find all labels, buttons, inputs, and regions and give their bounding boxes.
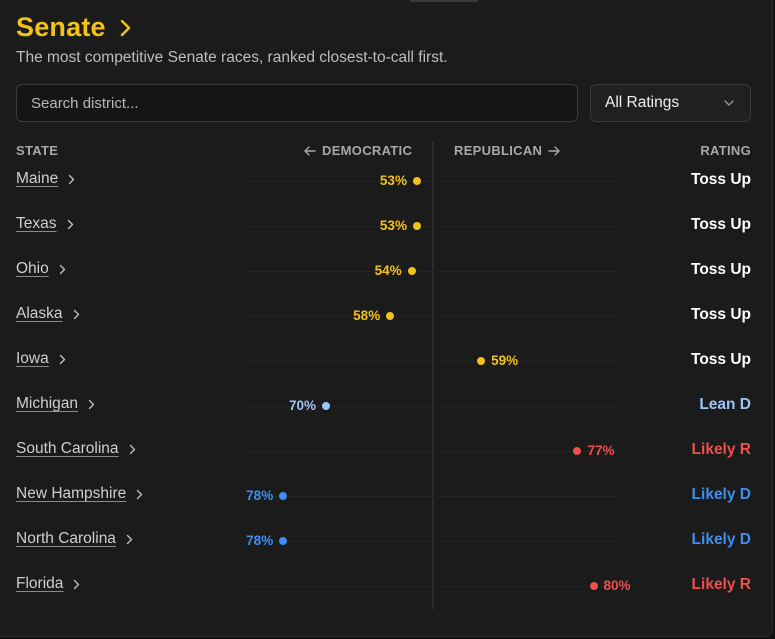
- rating-label: Likely D: [691, 531, 751, 548]
- state-name: Alaska: [16, 305, 63, 322]
- column-header-republican: REPUBLICAN: [454, 143, 560, 158]
- margin-dot: [277, 490, 290, 502]
- margin-dot: [410, 220, 423, 232]
- rating-label: Likely R: [691, 441, 751, 458]
- margin-dot: [320, 400, 332, 412]
- state-name: North Carolina: [16, 530, 116, 547]
- margin-dot: [277, 535, 290, 547]
- rating-label: Likely D: [691, 486, 751, 503]
- race-row[interactable]: Michigan 70% Lean D: [0, 385, 772, 430]
- state-name: Iowa: [16, 350, 49, 367]
- race-row[interactable]: Alaska 58% Toss Up: [0, 295, 772, 340]
- state-link[interactable]: Michigan: [16, 395, 95, 413]
- drag-handle[interactable]: [410, 0, 478, 2]
- race-row[interactable]: Ohio 54% Toss Up: [0, 250, 772, 295]
- state-link[interactable]: Ohio: [16, 260, 66, 278]
- rating-label: Toss Up: [691, 306, 751, 323]
- margin-dot: [571, 445, 584, 457]
- state-link[interactable]: North Carolina: [16, 530, 133, 548]
- column-header-rating: RATING: [700, 143, 751, 158]
- chevron-right-icon: [59, 264, 65, 274]
- center-divider: [432, 142, 434, 609]
- state-name: Ohio: [16, 260, 49, 277]
- margin-dot: [405, 265, 418, 277]
- race-track: [245, 496, 620, 497]
- race-track: [245, 226, 620, 227]
- rating-label: Toss Up: [691, 216, 751, 233]
- race-track: [245, 541, 620, 542]
- margin-percent: 53%: [379, 173, 407, 188]
- state-name: South Carolina: [16, 440, 119, 457]
- margin-percent: 53%: [379, 218, 407, 233]
- margin-percent: 59%: [491, 353, 519, 368]
- rating-label: Toss Up: [691, 261, 751, 278]
- page-subtitle: The most competitive Senate races, ranke…: [16, 49, 448, 66]
- margin-percent: 54%: [374, 263, 402, 278]
- race-row[interactable]: North Carolina 78% Likely D: [0, 520, 772, 565]
- race-row[interactable]: South Carolina 77% Likely R: [0, 430, 772, 475]
- state-link[interactable]: New Hampshire: [16, 485, 143, 503]
- state-link[interactable]: Iowa: [16, 350, 66, 368]
- column-header-democratic: DEMOCRATIC: [304, 143, 412, 158]
- page-title: Senate: [16, 12, 106, 42]
- chevron-right-icon: [129, 444, 135, 454]
- race-row[interactable]: Maine 53% Toss Up: [0, 160, 772, 205]
- rating-label: Toss Up: [691, 171, 751, 188]
- chevron-right-icon: [59, 354, 65, 364]
- margin-percent: 70%: [288, 398, 316, 413]
- margin-percent: 58%: [353, 308, 381, 323]
- search-input[interactable]: [16, 84, 578, 122]
- state-name: Maine: [16, 170, 59, 187]
- state-name: Florida: [16, 575, 64, 592]
- chevron-right-icon: [88, 399, 95, 409]
- chevron-down-icon: [724, 100, 734, 106]
- race-track: [245, 406, 620, 407]
- rating-label: Lean D: [699, 396, 751, 413]
- race-row[interactable]: Texas 53% Toss Up: [0, 205, 772, 250]
- state-link[interactable]: Florida: [16, 575, 80, 593]
- state-name: New Hampshire: [16, 485, 127, 502]
- rating-label: Toss Up: [691, 351, 751, 368]
- margin-percent: 77%: [587, 443, 615, 458]
- rating-label: Likely R: [691, 576, 751, 593]
- chevron-right-icon: [73, 309, 79, 319]
- chevron-right-icon: [126, 534, 133, 544]
- chevron-right-icon: [137, 489, 143, 499]
- race-track: [245, 361, 620, 362]
- chevron-right-icon: [69, 174, 75, 184]
- rating-filter-select[interactable]: All Ratings: [590, 84, 751, 122]
- race-track: [245, 316, 620, 317]
- state-link[interactable]: Alaska: [16, 305, 80, 323]
- race-row[interactable]: Iowa 59% Toss Up: [0, 340, 772, 385]
- state-link[interactable]: South Carolina: [16, 440, 136, 458]
- republican-label: REPUBLICAN: [454, 143, 543, 158]
- margin-dot: [410, 175, 423, 187]
- margin-dot: [587, 580, 600, 592]
- race-track: [245, 451, 620, 452]
- title-link[interactable]: Senate: [16, 12, 132, 43]
- margin-dot: [475, 355, 488, 367]
- chevron-right-icon: [120, 19, 130, 36]
- arrow-left-icon: [304, 145, 316, 156]
- state-name: Texas: [16, 215, 57, 232]
- margin-percent: 78%: [246, 488, 274, 503]
- race-track: [245, 271, 620, 272]
- arrow-right-icon: [548, 145, 560, 156]
- chevron-right-icon: [67, 219, 73, 229]
- race-row[interactable]: Florida 80% Likely R: [0, 565, 772, 610]
- rating-filter-value: All Ratings: [605, 94, 680, 111]
- state-name: Michigan: [16, 395, 79, 412]
- race-row[interactable]: New Hampshire 78% Likely D: [0, 475, 772, 520]
- margin-percent: 80%: [603, 578, 631, 593]
- column-header-state: STATE: [16, 143, 59, 158]
- democratic-label: DEMOCRATIC: [322, 143, 413, 158]
- chevron-right-icon: [74, 579, 80, 589]
- state-link[interactable]: Maine: [16, 170, 75, 188]
- race-track: [245, 586, 620, 587]
- margin-percent: 78%: [246, 533, 274, 548]
- race-track: [245, 181, 620, 182]
- margin-dot: [384, 310, 397, 322]
- state-link[interactable]: Texas: [16, 215, 74, 233]
